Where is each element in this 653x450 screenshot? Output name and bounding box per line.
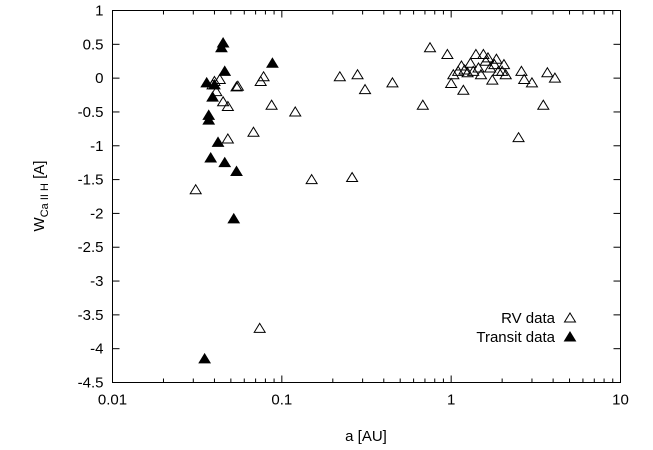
plot-frame — [112, 10, 621, 383]
y-tick-label: -2.5 — [78, 239, 104, 256]
rv-data-point — [444, 77, 458, 89]
y-tick-labels: 1 0.5 0 -0.5 -1 -1.5 -2 -2.5 -3 -3.5 -4 -4.5 — [78, 3, 104, 392]
rv-data-point — [474, 68, 488, 80]
rv-data-point — [456, 84, 470, 95]
legend-label-transit: Transit data — [476, 329, 555, 346]
y-tick-label: 0 — [95, 70, 103, 87]
y-tick-label: 1 — [95, 3, 103, 20]
y-tick-label: 0.5 — [83, 36, 104, 53]
rv-data-point — [464, 57, 477, 68]
legend: RV data Transit data — [476, 310, 577, 346]
rv-data-point — [231, 80, 245, 91]
y-axis-label-unit: [A] — [31, 161, 48, 184]
rv-data-point — [483, 62, 497, 73]
y-tick-label: -1.5 — [78, 172, 104, 189]
rv-data-point — [209, 85, 223, 97]
rv-data-point — [213, 73, 227, 84]
rv-data-point — [305, 173, 319, 185]
rv-data-point — [230, 80, 243, 92]
y-tick-label: -0.5 — [78, 104, 104, 121]
y-tick-label: -4.5 — [78, 375, 104, 392]
rv-data-point — [477, 48, 490, 59]
x-tick-label: 0.01 — [98, 392, 127, 409]
rv-data-point — [221, 100, 235, 112]
y-tick-label: -3.5 — [78, 307, 104, 324]
rv-data-point — [481, 51, 495, 63]
rv-data-point — [351, 68, 364, 80]
y-tick-label: -2 — [90, 205, 103, 222]
transit-data-point — [227, 212, 241, 224]
transit-data-point — [266, 57, 279, 68]
transit-data-point — [206, 91, 219, 102]
rv-data-point — [257, 70, 270, 82]
rv-data-point — [345, 171, 359, 183]
rv-data-point — [441, 48, 454, 59]
rv-data-point — [288, 105, 302, 117]
rv-data-point — [216, 95, 230, 107]
rv-data-point — [358, 83, 372, 95]
transit-data-point — [218, 156, 232, 168]
transit-data-point — [211, 136, 225, 147]
rv-data-point — [512, 131, 525, 143]
rv-data-point — [265, 99, 278, 110]
rv-data-point — [490, 53, 503, 64]
x-axis-label: a [AU] — [345, 428, 387, 445]
y-axis-label-subscript: Ca II H — [39, 183, 51, 217]
rv-data-point — [247, 126, 260, 137]
transit-data-point — [230, 165, 243, 176]
rv-data-point — [416, 99, 430, 110]
transit-data-point — [204, 151, 218, 163]
x-tick-label: 10 — [612, 392, 629, 409]
rv-data-point — [253, 322, 267, 333]
transit-data-point — [218, 65, 232, 76]
transit-data-point — [208, 78, 221, 90]
x-tick-labels: 0.01 0.1 1 10 — [98, 392, 629, 409]
rv-data-point — [499, 68, 513, 80]
transit-data-point — [216, 37, 230, 48]
transit-data-point — [198, 352, 212, 364]
legend-marker-transit — [563, 331, 577, 342]
rv-data-point — [515, 65, 528, 76]
rv-data-point — [423, 41, 437, 53]
y-axis-label: WCa II H [A] — [31, 161, 51, 232]
rv-data-point — [536, 99, 550, 110]
x-tick-label: 0.1 — [271, 392, 292, 409]
legend-marker-rv — [563, 312, 577, 323]
rv-data-point — [488, 58, 501, 70]
y-tick-label: -3 — [90, 273, 103, 290]
rv-data-point — [458, 64, 471, 75]
rv-data-point — [221, 133, 235, 144]
legend-label-rv: RV data — [501, 310, 556, 327]
rv-data-point — [469, 48, 483, 59]
transit-data-point — [200, 76, 214, 88]
transit-data-point — [202, 114, 216, 125]
data-points — [189, 37, 562, 364]
rv-data-point — [517, 73, 531, 84]
rv-data-point — [466, 65, 480, 76]
x-tick-label: 1 — [447, 392, 455, 409]
rv-data-point — [386, 76, 399, 88]
rv-data-point — [333, 70, 347, 82]
rv-data-point — [540, 66, 554, 78]
y-tick-label: -4 — [90, 341, 103, 358]
rv-data-point — [446, 68, 460, 80]
rv-data-point — [525, 76, 539, 88]
rv-data-point — [461, 66, 474, 78]
y-tick-label: -1 — [90, 138, 103, 155]
rv-data-point — [548, 72, 562, 83]
rv-data-point — [189, 183, 203, 195]
rv-data-point — [497, 58, 511, 70]
rv-data-point — [472, 62, 485, 73]
y-axis-label-main: W — [31, 216, 48, 231]
rv-data-point — [485, 74, 499, 85]
